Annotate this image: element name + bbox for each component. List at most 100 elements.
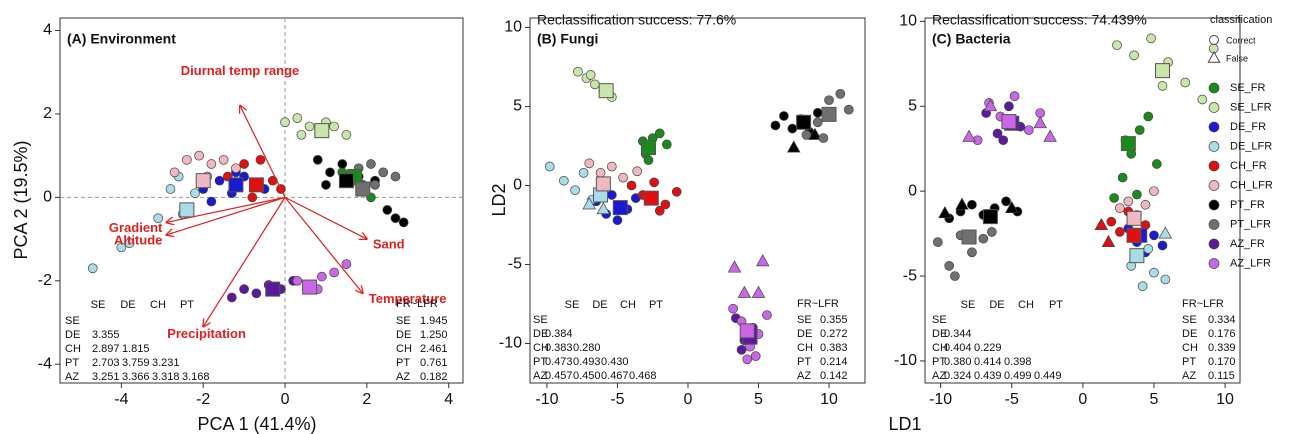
table-cell: 2.461: [420, 343, 448, 355]
y-tick-label: 5: [908, 97, 917, 114]
table-cell: 0.398: [1004, 356, 1032, 368]
legend-label: SE_LFR: [1230, 101, 1272, 113]
point: [728, 303, 738, 314]
table-cell: 0.473: [545, 356, 573, 368]
table-cell: 3.318: [152, 371, 180, 383]
table-cell: 1.945: [420, 315, 448, 327]
point: [1023, 125, 1034, 135]
false-point: [755, 254, 770, 267]
table-cell: 3.251: [92, 371, 120, 383]
point: [824, 95, 834, 106]
y-tick-label: -5: [508, 256, 522, 273]
table-column: PT: [180, 299, 194, 311]
point: [1001, 196, 1011, 207]
point: [316, 271, 327, 282]
centroid: [739, 323, 755, 339]
point: [812, 117, 823, 128]
point: [992, 128, 1003, 139]
legend-title: classification: [1210, 14, 1272, 26]
point: [341, 129, 352, 140]
false-point: [962, 129, 976, 142]
false-point: [727, 260, 742, 273]
legend-label: AZ_FR: [1230, 238, 1265, 250]
false-point: [938, 206, 952, 219]
false-point: [596, 201, 611, 215]
point: [1160, 274, 1171, 285]
false-point: [1043, 129, 1057, 142]
table-cell: 0.414: [974, 356, 1002, 368]
y-tick-label: -2: [38, 272, 52, 289]
point: [247, 192, 258, 203]
point: [1140, 199, 1151, 210]
false-point: [582, 197, 597, 210]
point: [1129, 50, 1139, 61]
table-column: DE: [592, 299, 607, 311]
point: [1009, 91, 1020, 101]
table-column: DE: [989, 299, 1004, 311]
point: [206, 196, 217, 207]
point: [1123, 196, 1134, 207]
y-tick-label: -4: [38, 355, 52, 372]
plot-frame: [59, 17, 464, 384]
y-tick-label: 5: [513, 98, 522, 115]
table-row-label: DE: [65, 329, 80, 341]
point: [950, 271, 960, 281]
legend-label: DE_FR: [1230, 121, 1266, 133]
table-row-label: AZ: [396, 371, 410, 383]
table-cell: 2.897: [92, 343, 120, 355]
x-tick-label: 4: [444, 391, 453, 408]
y-tick-label: 0: [43, 189, 52, 206]
x-tick-label: -10: [929, 391, 952, 408]
point: [1134, 125, 1145, 135]
point: [370, 180, 380, 190]
vector-label: Altitude: [114, 232, 162, 247]
point: [573, 66, 583, 77]
point: [606, 190, 617, 200]
point: [843, 104, 854, 115]
table-cell: 0.214: [820, 356, 848, 368]
point: [967, 247, 977, 258]
point: [251, 288, 262, 299]
point: [944, 261, 955, 271]
table-row-label: CH: [396, 343, 412, 355]
vector-label: Diurnal temp range: [181, 63, 299, 78]
table-cell: 0.384: [545, 328, 573, 340]
legend-label: CH_FR: [1230, 160, 1267, 172]
loading-vector: [166, 196, 286, 222]
point: [986, 227, 997, 237]
table-cell: 0.176: [1208, 328, 1236, 340]
table-header: FR~LFR: [1182, 298, 1224, 310]
false-point: [751, 285, 766, 298]
point: [1106, 216, 1117, 227]
table-row-label: SE: [932, 314, 947, 326]
legend-shape: [1207, 50, 1221, 63]
legend-marker: [1208, 121, 1220, 133]
table-cell: 0.324: [944, 370, 972, 382]
x-tick-label: 5: [1150, 391, 1159, 408]
point: [762, 310, 772, 320]
legend-marker: [1208, 199, 1220, 211]
point: [671, 186, 682, 197]
x-tick-label: 5: [754, 391, 763, 408]
point: [1112, 40, 1122, 51]
panel-title: (A) Environment: [67, 31, 176, 47]
table-row-label: DE: [396, 329, 411, 341]
centroid: [338, 173, 354, 189]
point: [206, 159, 217, 169]
point: [570, 185, 580, 196]
table-column: SE: [565, 299, 580, 311]
point: [544, 161, 555, 172]
table-row-label: PT: [533, 356, 547, 368]
point: [835, 88, 846, 99]
point: [1151, 159, 1162, 169]
annotation: Reclassification success: 74.439%: [932, 12, 1147, 28]
point: [736, 344, 747, 355]
point: [366, 159, 376, 169]
y-tick-label: -5: [903, 267, 917, 284]
point: [584, 158, 595, 169]
table-row-label: CH: [65, 343, 81, 355]
false-point: [737, 285, 752, 298]
legend-label: SE_FR: [1230, 82, 1266, 94]
false-point: [1033, 116, 1047, 129]
